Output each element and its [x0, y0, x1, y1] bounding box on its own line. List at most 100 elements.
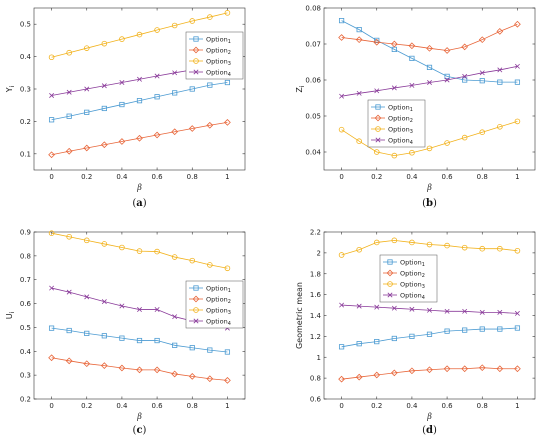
data-point: [136, 337, 143, 344]
legend-label-sub: 3: [410, 129, 413, 135]
legend-label: Option4: [400, 291, 425, 301]
x-tick-label: 0: [339, 402, 343, 410]
series-2: [338, 364, 521, 383]
legend-entry: Option4: [371, 136, 413, 146]
x-tick-label: 0.2: [371, 402, 382, 410]
data-point: [189, 18, 196, 24]
data-point: [478, 36, 486, 44]
data-point: [119, 36, 125, 42]
data-point: [391, 335, 397, 342]
legend-marker: [192, 295, 200, 303]
data-point: [338, 17, 345, 24]
data-point: [391, 305, 397, 311]
data-point: [172, 314, 178, 320]
series-line: [341, 327, 518, 348]
data-point: [514, 247, 521, 254]
series-line: [51, 232, 228, 269]
series-1: [338, 325, 521, 350]
y-axis-label-base: U: [5, 313, 14, 319]
legend-label: Option2: [400, 269, 425, 279]
data-point: [48, 54, 55, 61]
data-point: [66, 233, 72, 240]
data-point: [66, 327, 72, 334]
data-point: [154, 337, 160, 344]
x-tick-label: 0.8: [187, 402, 198, 410]
data-point: [84, 86, 90, 92]
legend-label-name: Option: [388, 103, 410, 111]
series-4: [339, 302, 520, 316]
plot-frame: [33, 231, 246, 400]
data-point: [426, 145, 433, 152]
series-line: [341, 121, 518, 157]
x-tick-label: 0: [49, 173, 53, 181]
data-point: [49, 285, 55, 291]
data-point: [373, 149, 380, 155]
y-tick-label: 0.6: [310, 396, 322, 404]
data-point: [136, 366, 143, 374]
data-point: [171, 254, 178, 260]
legend-entry: Option3: [383, 280, 425, 290]
data-point: [427, 307, 432, 313]
series-line: [51, 12, 228, 58]
legend-label-sub: 1: [228, 39, 231, 45]
legend-label: Option2: [206, 46, 231, 56]
legend-marker: [193, 36, 199, 42]
y-tick-label: 0.5: [20, 324, 31, 332]
data-point: [119, 244, 125, 251]
data-point: [119, 335, 125, 341]
data-point: [479, 326, 485, 332]
data-point: [154, 73, 160, 79]
legend-label-name: Option: [206, 68, 228, 76]
legend-label: Option3: [206, 306, 231, 316]
legend-label-name: Option: [388, 125, 410, 133]
data-point: [356, 90, 362, 96]
x-tick-label: 0.2: [371, 173, 382, 181]
data-point: [426, 44, 433, 52]
y-tick-label: 0.9: [20, 229, 31, 237]
data-point: [83, 360, 91, 368]
y-axis-label: Ui: [5, 311, 16, 319]
data-point: [172, 342, 178, 348]
data-point: [83, 45, 90, 51]
data-point: [207, 347, 213, 353]
data-point: [356, 341, 362, 347]
x-tick-label: 0.4: [116, 402, 128, 410]
y-tick-label: 0.3: [20, 86, 31, 94]
data-point: [101, 40, 108, 47]
legend-label-sub: 3: [422, 284, 425, 290]
legend-label: Option4: [388, 136, 413, 146]
legend-label-name: Option: [400, 280, 422, 288]
legend-marker: [387, 259, 393, 265]
data-point: [426, 64, 433, 70]
series-2: [48, 354, 231, 384]
data-point: [66, 289, 72, 295]
x-tick-label: 0.6: [152, 173, 164, 181]
data-point: [65, 357, 73, 365]
plot-frame: [323, 7, 536, 171]
series-1: [48, 79, 231, 123]
y-tick-label: 0.2: [20, 118, 31, 126]
y-tick-label: 1.8: [310, 270, 321, 278]
caption-open: (: [422, 425, 426, 436]
data-point: [224, 265, 231, 272]
data-point: [409, 333, 415, 339]
legend-label: Option3: [388, 125, 413, 135]
legend-marker: [193, 285, 199, 291]
data-point: [338, 34, 345, 41]
data-point: [462, 308, 468, 314]
data-point: [83, 144, 91, 152]
legend-marker: [375, 126, 381, 132]
data-point: [65, 147, 73, 155]
data-point: [101, 105, 107, 112]
data-point: [338, 344, 345, 350]
data-point: [496, 365, 504, 373]
data-point: [171, 22, 178, 29]
y-tick-label: 0.4: [20, 348, 32, 356]
data-point: [224, 377, 231, 384]
y-tick-label: 0.08: [305, 5, 321, 13]
data-point: [154, 27, 160, 33]
series-line: [51, 357, 228, 381]
legend-entry: Option2: [189, 295, 231, 305]
